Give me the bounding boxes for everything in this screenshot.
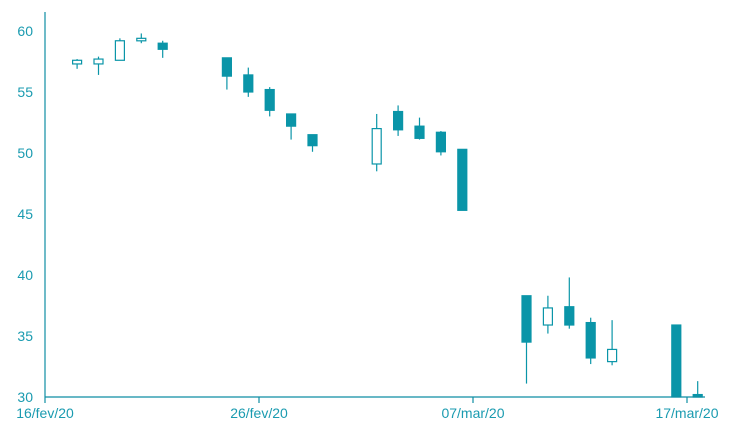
y-tick-label-40: 40 bbox=[17, 267, 33, 283]
candle bbox=[435, 131, 446, 156]
candle bbox=[71, 59, 83, 69]
candle bbox=[671, 324, 682, 398]
candle-body bbox=[606, 348, 618, 363]
candle bbox=[286, 113, 297, 140]
candle bbox=[371, 113, 382, 172]
candle-body bbox=[93, 58, 104, 65]
candle-body bbox=[457, 148, 468, 211]
candles bbox=[71, 33, 703, 398]
candle bbox=[457, 148, 468, 211]
candle-body bbox=[286, 113, 297, 127]
candle bbox=[136, 33, 147, 44]
y-tick-label-30: 30 bbox=[17, 389, 33, 405]
candle-body bbox=[136, 37, 147, 42]
y-tick-label-45: 45 bbox=[17, 206, 33, 222]
y-tick-label-35: 35 bbox=[17, 328, 33, 344]
candle bbox=[414, 117, 425, 140]
candle bbox=[393, 105, 404, 136]
candle-body bbox=[671, 324, 682, 398]
candle bbox=[264, 87, 275, 117]
candle bbox=[564, 277, 575, 329]
candle-body bbox=[521, 295, 532, 343]
candle-body bbox=[221, 57, 232, 77]
x-axis-ticks: 16/fev/20 26/fev/20 07/mar/20 17/mar/20 bbox=[16, 397, 719, 421]
candle-body bbox=[307, 134, 318, 147]
candle bbox=[692, 381, 703, 398]
candle bbox=[307, 134, 318, 152]
y-tick-label-50: 50 bbox=[17, 145, 33, 161]
candle-body bbox=[393, 110, 404, 131]
candle-body bbox=[542, 307, 554, 326]
x-tick-label: 26/fev/20 bbox=[230, 405, 288, 421]
candle-body bbox=[157, 42, 168, 50]
y-axis-ticks: 30 35 40 45 50 55 60 bbox=[17, 23, 33, 405]
candle bbox=[221, 57, 232, 90]
candle-body bbox=[371, 128, 382, 165]
candle-body bbox=[585, 321, 596, 359]
candle-body bbox=[71, 59, 83, 65]
y-tick-label-60: 60 bbox=[17, 23, 33, 39]
candle bbox=[114, 38, 126, 61]
candle bbox=[606, 320, 618, 366]
candle-body bbox=[414, 125, 425, 139]
x-tick-label: 16/fev/20 bbox=[16, 405, 74, 421]
candle-body bbox=[435, 131, 446, 153]
candle-body bbox=[564, 306, 575, 326]
candle-body bbox=[243, 74, 254, 93]
candle bbox=[585, 317, 596, 365]
candle-body bbox=[114, 40, 126, 61]
candle bbox=[243, 67, 254, 97]
candle bbox=[157, 40, 168, 58]
candle bbox=[542, 295, 554, 334]
y-tick-label-55: 55 bbox=[17, 84, 33, 100]
x-tick-label: 17/mar/20 bbox=[655, 405, 718, 421]
candle-body bbox=[264, 88, 275, 111]
candle bbox=[521, 295, 532, 384]
candle bbox=[93, 56, 104, 75]
x-tick-label: 07/mar/20 bbox=[441, 405, 504, 421]
